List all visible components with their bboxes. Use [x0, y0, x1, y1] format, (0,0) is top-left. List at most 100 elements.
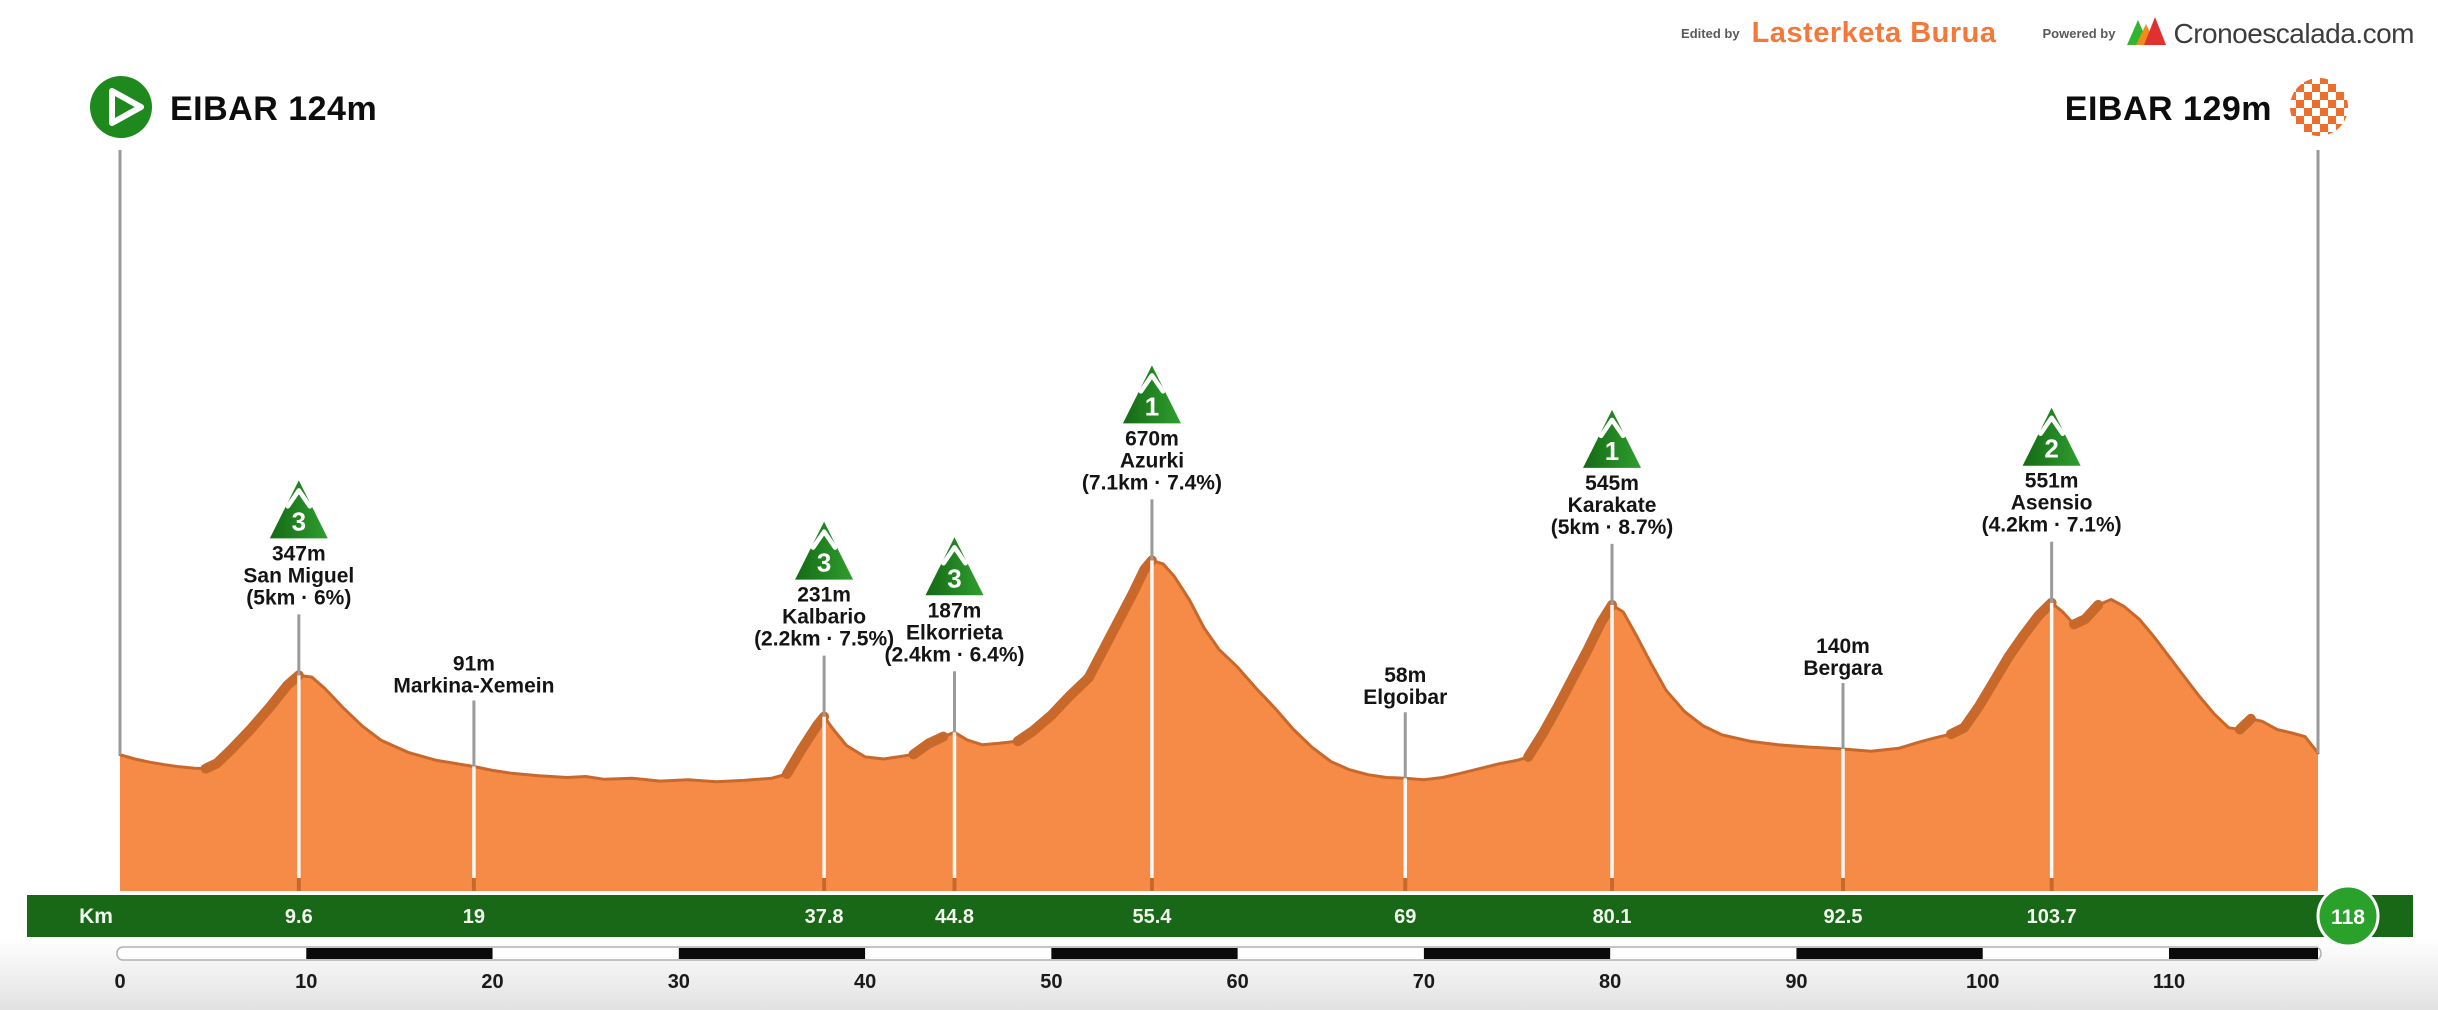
powered-by-label: Powered by — [2042, 26, 2116, 41]
km-bar: Km 9.6 19 37.8 44.8 55.4 69 80.1 92.5 103.7 118 — [27, 884, 2413, 948]
marker-foot-tick — [471, 878, 476, 891]
climb-category-number: 3 — [292, 506, 306, 536]
scale-tick-label: 80 — [1599, 971, 1621, 993]
climb-name: Kalbario — [782, 606, 866, 629]
snowcap-icon — [941, 545, 968, 566]
climb-category-number: 2 — [2044, 434, 2058, 464]
climb-elevation: 187m — [928, 599, 982, 622]
km-bar-unit-label: Km — [79, 905, 113, 928]
scale-segment-black — [1051, 948, 1238, 959]
profile-layer — [118, 150, 2320, 891]
km-bar-value: 55.4 — [1132, 906, 1172, 928]
climb-elevation: 231m — [797, 584, 851, 607]
town-elevation: 58m — [1384, 664, 1426, 687]
climb-category-triangle — [1583, 409, 1642, 468]
scale-tick-label: 40 — [854, 971, 876, 993]
distance-scale: 0 10 20 30 40 50 60 70 80 90 100 110 — [114, 946, 2322, 993]
climb-detail: (7.1km · 7.4%) — [1082, 471, 1222, 494]
snowcap-icon — [285, 488, 313, 509]
climb-category-triangle — [795, 521, 854, 580]
marker-foot-tick — [952, 878, 957, 891]
climb-name: Azurki — [1120, 449, 1184, 472]
km-bar-value: 103.7 — [2027, 906, 2077, 928]
climb-category-number: 3 — [817, 548, 831, 578]
climb-name: Asensio — [2011, 492, 2093, 515]
climb-detail: (4.2km · 7.1%) — [1982, 514, 2122, 537]
km-bar-value: 69 — [1394, 906, 1416, 928]
snowcap-icon — [810, 529, 838, 550]
scale-tick-label: 50 — [1040, 971, 1062, 993]
km-bar-value: 92.5 — [1824, 906, 1863, 928]
km-bar-value: 80.1 — [1593, 906, 1632, 928]
climb-name: Elkorrieta — [906, 621, 1003, 644]
total-distance-badge — [2316, 884, 2380, 948]
scale-segment-black — [306, 948, 493, 959]
climb-elevation: 347m — [272, 542, 326, 565]
km-bar-value: 44.8 — [935, 906, 974, 928]
climb-elevation: 551m — [2025, 470, 2079, 493]
snowcap-icon — [1138, 373, 1166, 394]
marker-foot-tick — [1149, 878, 1154, 891]
marker-foot-tick — [1403, 878, 1408, 891]
marker-foot-tick — [2049, 878, 2054, 891]
marker-foot-tick — [822, 878, 827, 891]
scale-segment-black — [1796, 948, 1983, 959]
start-label: EIBAR 124m — [170, 90, 378, 128]
km-bar-value: 19 — [463, 906, 485, 928]
editor-brand[interactable]: Lasterketa Burua — [1751, 17, 1997, 49]
scale-tick-label: 10 — [295, 971, 317, 993]
marker-foot-tick — [1841, 878, 1846, 891]
start-endpoint: EIBAR 124m — [88, 74, 377, 145]
climb-category-triangle — [269, 480, 328, 539]
finish-checkered-icon — [2288, 76, 2350, 143]
scale-segment-black — [2168, 948, 2318, 959]
scale-tick-label: 60 — [1227, 971, 1249, 993]
climb-detail: (2.2km · 7.5%) — [754, 628, 894, 651]
climb-detail: (5km · 8.7%) — [1551, 516, 1674, 539]
scale-segment-black — [1423, 948, 1611, 959]
climb-elevation: 670m — [1125, 427, 1179, 450]
km-bar-background — [27, 895, 2413, 937]
climb-category-triangle — [925, 537, 984, 596]
town-elevation: 91m — [453, 652, 495, 675]
scale-tick-label: 70 — [1413, 971, 1435, 993]
finish-label: EIBAR 129m — [2064, 90, 2272, 128]
scale-tick-label: 110 — [2153, 971, 2185, 993]
snowcap-icon — [1598, 417, 1626, 439]
elevation-profile-area — [120, 560, 2318, 891]
climb-category-number: 1 — [1605, 436, 1619, 466]
scale-tick-label: 20 — [481, 971, 503, 993]
climb-detail: (2.4km · 6.4%) — [884, 643, 1024, 666]
snowcap-icon — [2038, 415, 2065, 436]
edited-by-label: Edited by — [1681, 26, 1740, 41]
climb-category-number: 3 — [947, 563, 961, 593]
scale-segment-black — [678, 948, 866, 959]
provider-brand[interactable]: Cronoescalada.com — [2173, 17, 2414, 49]
start-icon — [88, 74, 154, 145]
climb-elevation: 545m — [1585, 472, 1639, 495]
marker-foot-tick — [1610, 878, 1615, 891]
km-bar-value: 9.6 — [285, 906, 313, 928]
steep-climb-shading — [200, 555, 2256, 779]
climb-category-triangle — [2022, 407, 2081, 466]
marker-foot-tick — [296, 878, 301, 891]
km-bar-value: 37.8 — [805, 906, 844, 928]
finish-endpoint: EIBAR 129m — [2065, 76, 2350, 143]
scale-tick-label: 90 — [1785, 971, 1807, 993]
cronoescalada-mountains-icon — [2127, 16, 2169, 51]
town-name: Bergara — [1803, 657, 1883, 680]
climb-category-triangle — [1122, 365, 1181, 424]
scale-tick-label: 30 — [668, 971, 690, 993]
town-elevation: 140m — [1816, 635, 1870, 658]
climb-detail: (5km · 6%) — [246, 586, 351, 609]
climb-name: San Miguel — [243, 564, 354, 587]
